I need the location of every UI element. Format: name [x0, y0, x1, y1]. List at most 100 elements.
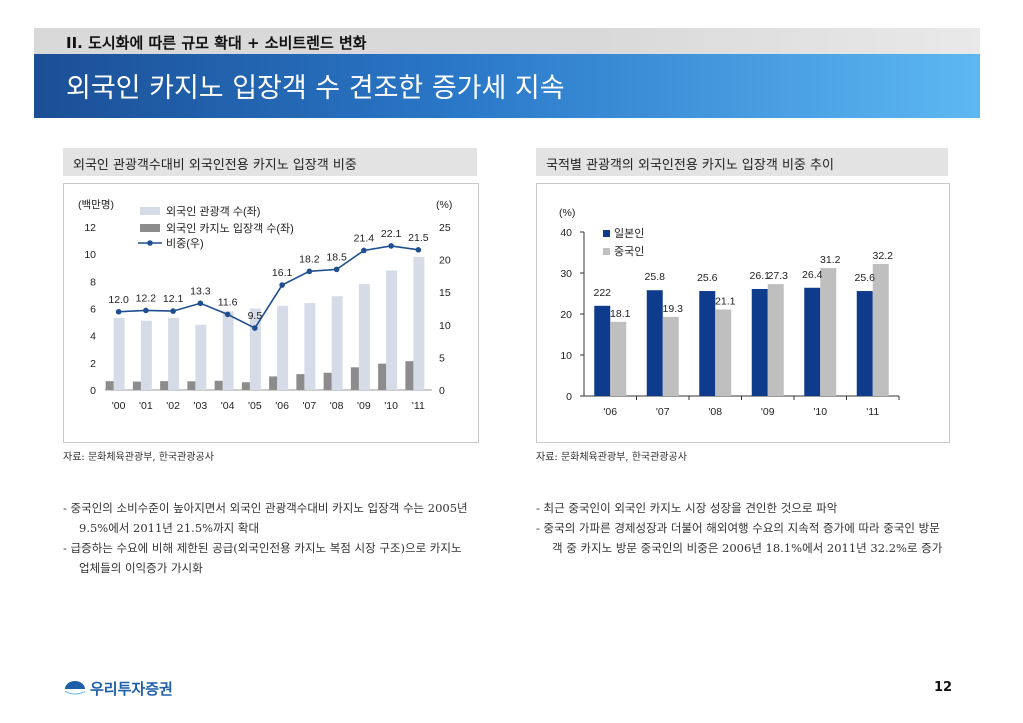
- casino-entrant-bar: [269, 376, 278, 390]
- right-bullet-1: - 최근 중국인이 외국인 카지노 시장 성장을 견인한 것으로 파악: [536, 501, 838, 515]
- legend-swatch-visitors: [140, 207, 160, 215]
- visitor-bar: [277, 305, 289, 390]
- china-data-label: 31.2: [820, 254, 841, 266]
- right-y-tick: 15: [439, 287, 451, 299]
- share-point: [415, 247, 422, 253]
- x-tick-label: '07: [656, 406, 670, 418]
- left-y-tick: 10: [84, 249, 96, 261]
- share-data-label: 12.2: [136, 292, 157, 304]
- china-data-label: 27.3: [768, 270, 789, 282]
- casino-entrant-bar: [160, 381, 169, 390]
- share-data-label: 13.3: [190, 285, 211, 297]
- share-point: [388, 243, 394, 249]
- casino-entrant-bar: [323, 372, 332, 390]
- x-tick-label: '08: [708, 406, 722, 418]
- x-tick-label: '11: [412, 400, 425, 412]
- share-point: [170, 308, 176, 314]
- casino-entrant-bar: [187, 381, 196, 390]
- x-tick-label: '01: [139, 400, 153, 412]
- china-data-label: 21.1: [715, 295, 736, 307]
- share-data-label: 18.2: [299, 253, 320, 265]
- japan-bar: [699, 291, 716, 396]
- left-bullet-2: - 급증하는 수요에 비해 제한된 공급(외국인전용 카지노 복점 시장 구조)…: [63, 541, 462, 575]
- visitor-bar: [168, 318, 180, 390]
- japan-data-label: 26.1: [750, 270, 771, 282]
- casino-entrant-bar: [132, 381, 141, 390]
- share-data-label: 21.4: [354, 232, 375, 244]
- japan-bar: [751, 288, 768, 396]
- china-bar: [715, 309, 732, 396]
- right-chart-title: 국적별 관광객의 외국인전용 카지노 입장객 비중 추이: [546, 158, 834, 173]
- left-source: 자료: 문화체육관광부, 한국관광공사: [63, 452, 214, 463]
- visitor-bar: [331, 296, 343, 390]
- title-banner: 외국인 카지노 입장객 수 견조한 증가세 지속: [34, 54, 980, 118]
- casino-entrant-bar: [350, 367, 359, 390]
- right-y-tick: 10: [439, 320, 451, 332]
- x-tick-label: '07: [303, 400, 317, 412]
- left-bullet-1: - 중국인의 소비수준이 높아지면서 외국인 관광객수대비 카지노 입장객 수는…: [63, 501, 468, 535]
- share-data-label: 12.0: [108, 294, 129, 306]
- x-tick-label: '10: [384, 400, 398, 412]
- china-data-label: 18.1: [610, 308, 631, 320]
- right-bullets: - 최근 중국인이 외국인 카지노 시장 성장을 견인한 것으로 파악 - 중국…: [536, 498, 948, 558]
- legend-swatch-japan: [603, 230, 610, 237]
- casino-entrant-bar: [378, 363, 387, 390]
- x-tick-label: '10: [813, 406, 827, 418]
- left-bullets: - 중국인의 소비수준이 높아지면서 외국인 관광객수대비 카지노 입장객 수는…: [63, 498, 473, 578]
- y-tick-label: 40: [560, 227, 572, 239]
- visitor-bar: [358, 284, 370, 390]
- japan-bar: [804, 287, 821, 396]
- share-point: [115, 308, 122, 315]
- page-title: 외국인 카지노 입장객 수 견조한 증가세 지속: [66, 73, 565, 104]
- china-data-label: 32.2: [873, 250, 894, 262]
- casino-entrant-bar: [214, 380, 223, 390]
- left-chart: 0 2 4 6 8 10 12 0 5 10 15 20 25 (백만명) (%) '00 '01 '02 '03 '…: [78, 199, 452, 412]
- china-bar: [662, 316, 679, 396]
- japan-data-label: 25.6: [697, 272, 718, 284]
- legend-label-japan: 일본인: [614, 226, 644, 240]
- share-data-label: 18.5: [326, 251, 347, 263]
- share-point: [333, 266, 340, 273]
- visitor-bar: [222, 311, 234, 390]
- y-tick-label: 20: [560, 309, 572, 321]
- legend-swatch-share-point: [147, 240, 153, 246]
- left-y-tick: 0: [90, 385, 96, 397]
- left-y-tick: 2: [90, 358, 96, 370]
- left-y-tick: 8: [90, 276, 96, 288]
- legend-label-casino-entrants: 외국인 카지노 입장객 수(좌): [166, 222, 294, 235]
- share-line: [118, 245, 419, 330]
- section-header: II. 도시화에 따른 규모 확대 + 소비트렌드 변화: [34, 28, 980, 54]
- china-data-label: 19.3: [663, 303, 684, 315]
- right-chart-panel: 0 10 20 30 40 (%) 222 18.1 '06 25.8 19.3 '07 25.6 21.…: [536, 183, 950, 443]
- left-y-tick: 6: [90, 304, 96, 316]
- left-y-tick: 12: [84, 222, 96, 234]
- y-tick-label: 30: [560, 268, 572, 280]
- left-chart-title: 외국인 관광객수대비 외국인전용 카지노 입장객 비중: [73, 158, 357, 173]
- visitor-bar: [113, 318, 125, 390]
- japan-bar: [646, 290, 663, 396]
- x-tick-label: '00: [112, 400, 126, 412]
- legend-label-china: 중국인: [614, 245, 644, 258]
- logo-text: 우리투자증권: [90, 680, 173, 698]
- x-tick-label: '11: [866, 406, 879, 418]
- china-bar: [767, 284, 784, 396]
- page-number: 12: [934, 680, 953, 695]
- left-y-tick: 4: [90, 331, 96, 343]
- x-tick-label: '03: [194, 400, 208, 412]
- left-y-axis-label: (백만명): [78, 199, 114, 211]
- japan-bar: [594, 305, 611, 396]
- china-bar: [610, 321, 627, 396]
- casino-entrant-bar: [296, 374, 305, 390]
- x-tick-label: '02: [166, 400, 180, 412]
- visitor-bar: [413, 256, 425, 390]
- x-tick-label: '05: [248, 400, 262, 412]
- share-point: [143, 307, 149, 314]
- section-title: II. 도시화에 따른 규모 확대 + 소비트렌드 변화: [66, 34, 367, 52]
- share-point: [306, 268, 313, 275]
- x-tick-label: '09: [357, 400, 371, 412]
- share-point: [279, 282, 285, 288]
- right-y-axis-label: (%): [436, 199, 452, 211]
- visitor-bar: [386, 270, 398, 390]
- casino-entrant-bar: [405, 361, 414, 390]
- legend-swatch-casino-entrants: [140, 224, 160, 232]
